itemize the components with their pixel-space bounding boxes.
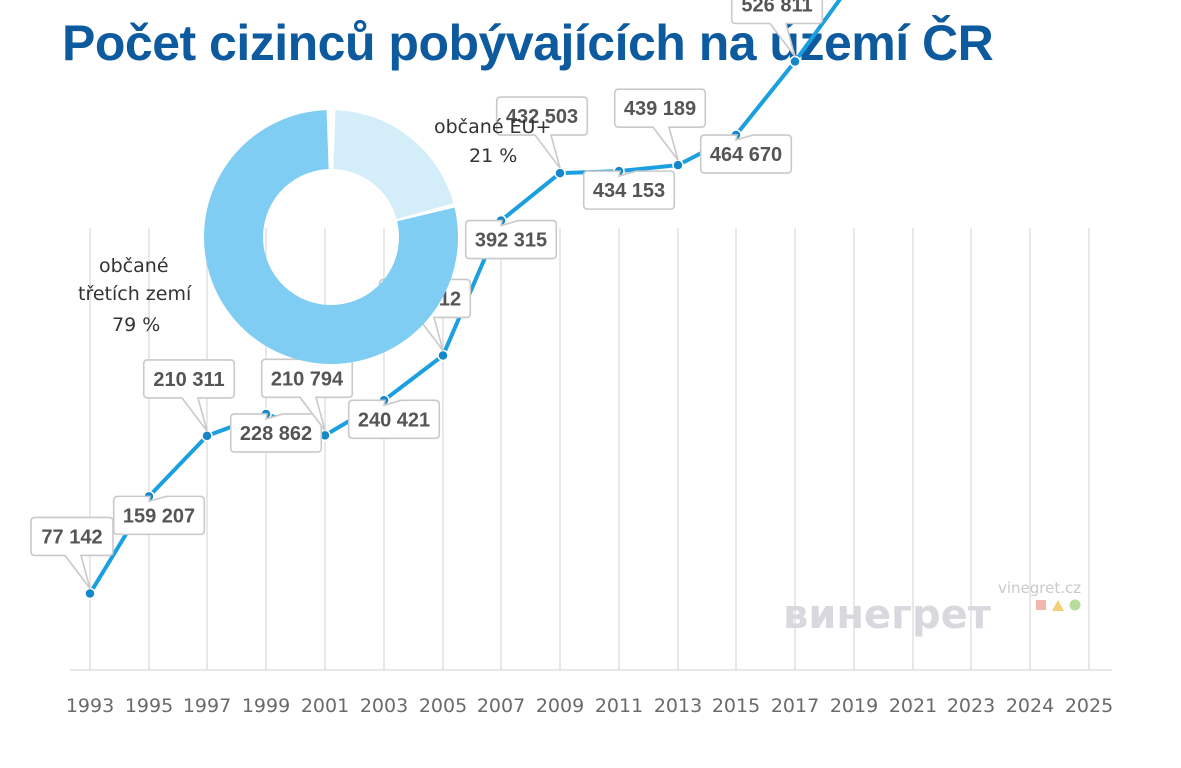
data-label: 432 503 <box>495 96 589 169</box>
data-label-box <box>112 495 206 536</box>
data-point <box>201 430 213 442</box>
data-label-box <box>613 88 707 161</box>
x-tick-label: 2007 <box>477 695 525 717</box>
data-label: 392 315 <box>464 219 558 260</box>
pie-slice-eu <box>333 110 454 219</box>
data-label-text: 228 862 <box>240 423 312 445</box>
pie-value-third: 79 % <box>112 314 160 336</box>
data-label-text: 392 315 <box>475 230 547 252</box>
data-label-text: 159 207 <box>123 505 195 527</box>
x-tick-label: 2024 <box>1006 695 1054 717</box>
pie-label-eu: občané EU+ <box>434 116 551 138</box>
x-tick-label: 1997 <box>183 695 231 717</box>
x-tick-label: 1993 <box>66 695 114 717</box>
data-label-box <box>347 399 441 440</box>
donut-chart: občané EU+ 21 % občané třetích zemí 79 % <box>78 110 551 364</box>
data-label-box <box>582 170 676 210</box>
grid-lines <box>70 228 1112 671</box>
data-label: 439 189 <box>613 88 707 161</box>
data-point <box>672 159 684 171</box>
page-title: Počet cizinců pobývajících na území ČR <box>62 15 994 71</box>
x-tick-label: 2001 <box>301 695 349 717</box>
watermark: vinegret.cz винегрет <box>783 579 1081 638</box>
data-label: 228 862 <box>229 413 323 453</box>
watermark-circle-icon <box>1069 599 1081 611</box>
pie-label-third-line1: občané <box>99 255 169 277</box>
x-tick-label: 1995 <box>125 695 173 717</box>
pie-slice-third-countries <box>204 110 458 364</box>
watermark-square-icon <box>1036 600 1046 610</box>
data-label-box <box>495 96 589 169</box>
data-label-box <box>30 516 114 589</box>
x-tick-label: 2011 <box>595 695 643 717</box>
data-point <box>437 349 449 362</box>
watermark-logo: винегрет <box>783 592 992 638</box>
x-tick-label: 2003 <box>360 695 408 717</box>
data-label-box <box>730 0 824 57</box>
data-label: 240 421 <box>347 399 441 440</box>
pie-value-eu: 21 % <box>469 145 517 167</box>
x-tick-label: 1999 <box>242 695 290 717</box>
data-label-text: 210 311 <box>153 369 224 391</box>
data-label-box <box>699 134 793 174</box>
data-label: 464 670 <box>699 134 793 174</box>
data-label-text: 434 153 <box>593 180 665 202</box>
data-label: 159 207 <box>112 495 206 536</box>
x-tick-label: 2025 <box>1065 695 1113 717</box>
data-point <box>789 55 801 68</box>
data-label-text: 439 189 <box>624 98 696 120</box>
data-label-text: 210 794 <box>271 368 344 390</box>
data-label-text: 526 811 <box>741 0 812 17</box>
data-label-text: 77 142 <box>41 526 102 548</box>
data-label: 210 311 <box>142 359 236 432</box>
data-label-box <box>464 219 558 260</box>
x-tick-label: 2019 <box>830 695 878 717</box>
data-label: 526 811 <box>730 0 824 57</box>
x-tick-label: 2009 <box>536 695 584 717</box>
x-tick-label: 2021 <box>889 695 937 717</box>
x-tick-label: 2015 <box>712 695 760 717</box>
data-point <box>554 167 566 179</box>
x-tick-label: 2023 <box>947 695 995 717</box>
data-label-text: 432 503 <box>506 106 578 128</box>
data-label: 77 142 <box>30 516 114 589</box>
pie-label-third-line2: třetích zemí <box>78 283 192 305</box>
x-tick-label: 2013 <box>654 695 702 717</box>
watermark-url: vinegret.cz <box>998 579 1081 597</box>
data-label-box <box>142 359 236 432</box>
x-axis-ticks: 1993 1995 1997 1999 2001 2003 2005 2007 2009 2011… <box>66 695 1113 717</box>
data-point <box>84 587 96 600</box>
x-tick-label: 2017 <box>771 695 819 717</box>
data-labels: 77 142 159 207 210 311 228 862 210 794 240 42… <box>30 0 824 589</box>
x-tick-label: 2005 <box>419 695 467 717</box>
data-label: 434 153 <box>582 170 676 210</box>
data-label-text: 464 670 <box>710 144 782 166</box>
watermark-triangle-icon <box>1052 600 1064 611</box>
data-label-text: 240 421 <box>358 409 430 431</box>
